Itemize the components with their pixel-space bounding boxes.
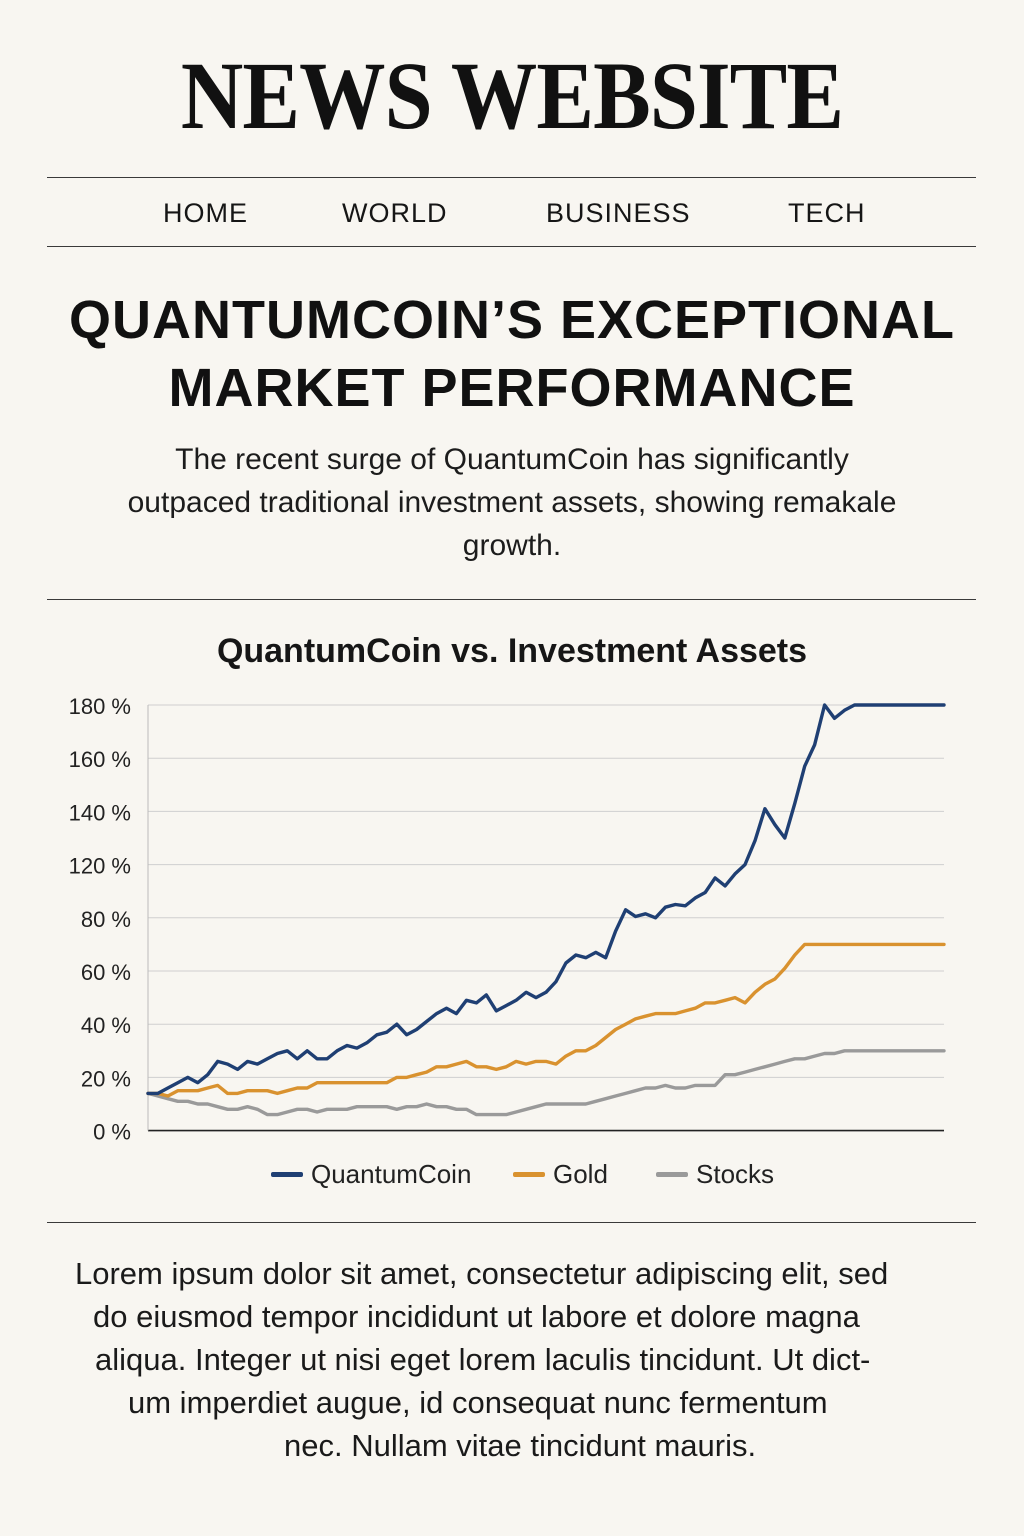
deck-line-1: The recent surge of QuantumCoin has sign… — [80, 438, 944, 481]
legend-swatch-quantumcoin — [271, 1172, 303, 1177]
headline-line-2: MARKET PERFORMANCE — [40, 354, 984, 422]
site-title: NEWS WEBSITE — [51, 48, 973, 144]
headline-line-1: QUANTUMCOIN’S EXCEPTIONAL — [40, 286, 984, 354]
y-tick-label: 80 % — [81, 907, 131, 932]
y-tick-label: 20 % — [81, 1066, 131, 1091]
header-bottom-divider — [47, 246, 976, 247]
y-tick-label: 120 % — [69, 854, 131, 879]
body-line-5: nec. Nullam vitae tincidunt mauris. — [284, 1424, 756, 1467]
legend-label-stocks: Stocks — [696, 1159, 774, 1190]
chart-title: QuantumCoin vs. Investment Assets — [0, 632, 1024, 671]
nav-item-home[interactable]: HOME — [163, 198, 248, 228]
legend-label-gold: Gold — [553, 1159, 608, 1190]
body-line-2: do eiusmod tempor incididunt ut labore e… — [93, 1295, 860, 1338]
chart-top-divider — [47, 599, 976, 600]
legend-swatch-gold — [513, 1172, 545, 1177]
line-chart: 0 % 20 % 40 % 60 % 80 % 120 % 140 % 160 % 180 % — [0, 680, 1024, 1150]
y-tick-label: 0 % — [93, 1120, 131, 1145]
legend-label-quantumcoin: QuantumCoin — [311, 1159, 471, 1190]
series-line-gold — [148, 944, 944, 1096]
y-tick-label: 140 % — [69, 800, 131, 825]
article-headline: QUANTUMCOIN’S EXCEPTIONAL MARKET PERFORM… — [40, 286, 984, 422]
y-tick-label: 160 % — [69, 747, 131, 772]
article-deck: The recent surge of QuantumCoin has sign… — [80, 438, 944, 567]
body-line-4: um imperdiet augue, id consequat nunc fe… — [128, 1381, 828, 1424]
y-tick-label: 180 % — [69, 694, 131, 719]
nav-item-tech[interactable]: TECH — [788, 198, 866, 228]
main-nav: HOME WORLD BUSINESS TECH — [47, 178, 976, 246]
legend-entry-stocks: Stocks — [656, 1156, 774, 1192]
series-line-quantumcoin — [148, 705, 944, 1093]
body-line-1: Lorem ipsum dolor sit amet, consectetur … — [75, 1252, 888, 1295]
chart-legend: QuantumCoin Gold Stocks — [0, 1156, 1024, 1192]
legend-entry-quantumcoin: QuantumCoin — [271, 1156, 471, 1192]
legend-entry-gold: Gold — [513, 1156, 608, 1192]
deck-line-2: outpaced traditional investment assets, … — [80, 481, 944, 524]
body-top-divider — [47, 1222, 976, 1223]
nav-item-business[interactable]: BUSINESS — [546, 198, 691, 228]
legend-swatch-stocks — [656, 1172, 688, 1177]
nav-item-world[interactable]: WORLD — [342, 198, 448, 228]
body-line-3: aliqua. Integer ut nisi eget lorem lacul… — [95, 1338, 870, 1381]
y-tick-label: 60 % — [81, 960, 131, 985]
deck-line-3: growth. — [80, 524, 944, 567]
y-tick-label: 40 % — [81, 1013, 131, 1038]
